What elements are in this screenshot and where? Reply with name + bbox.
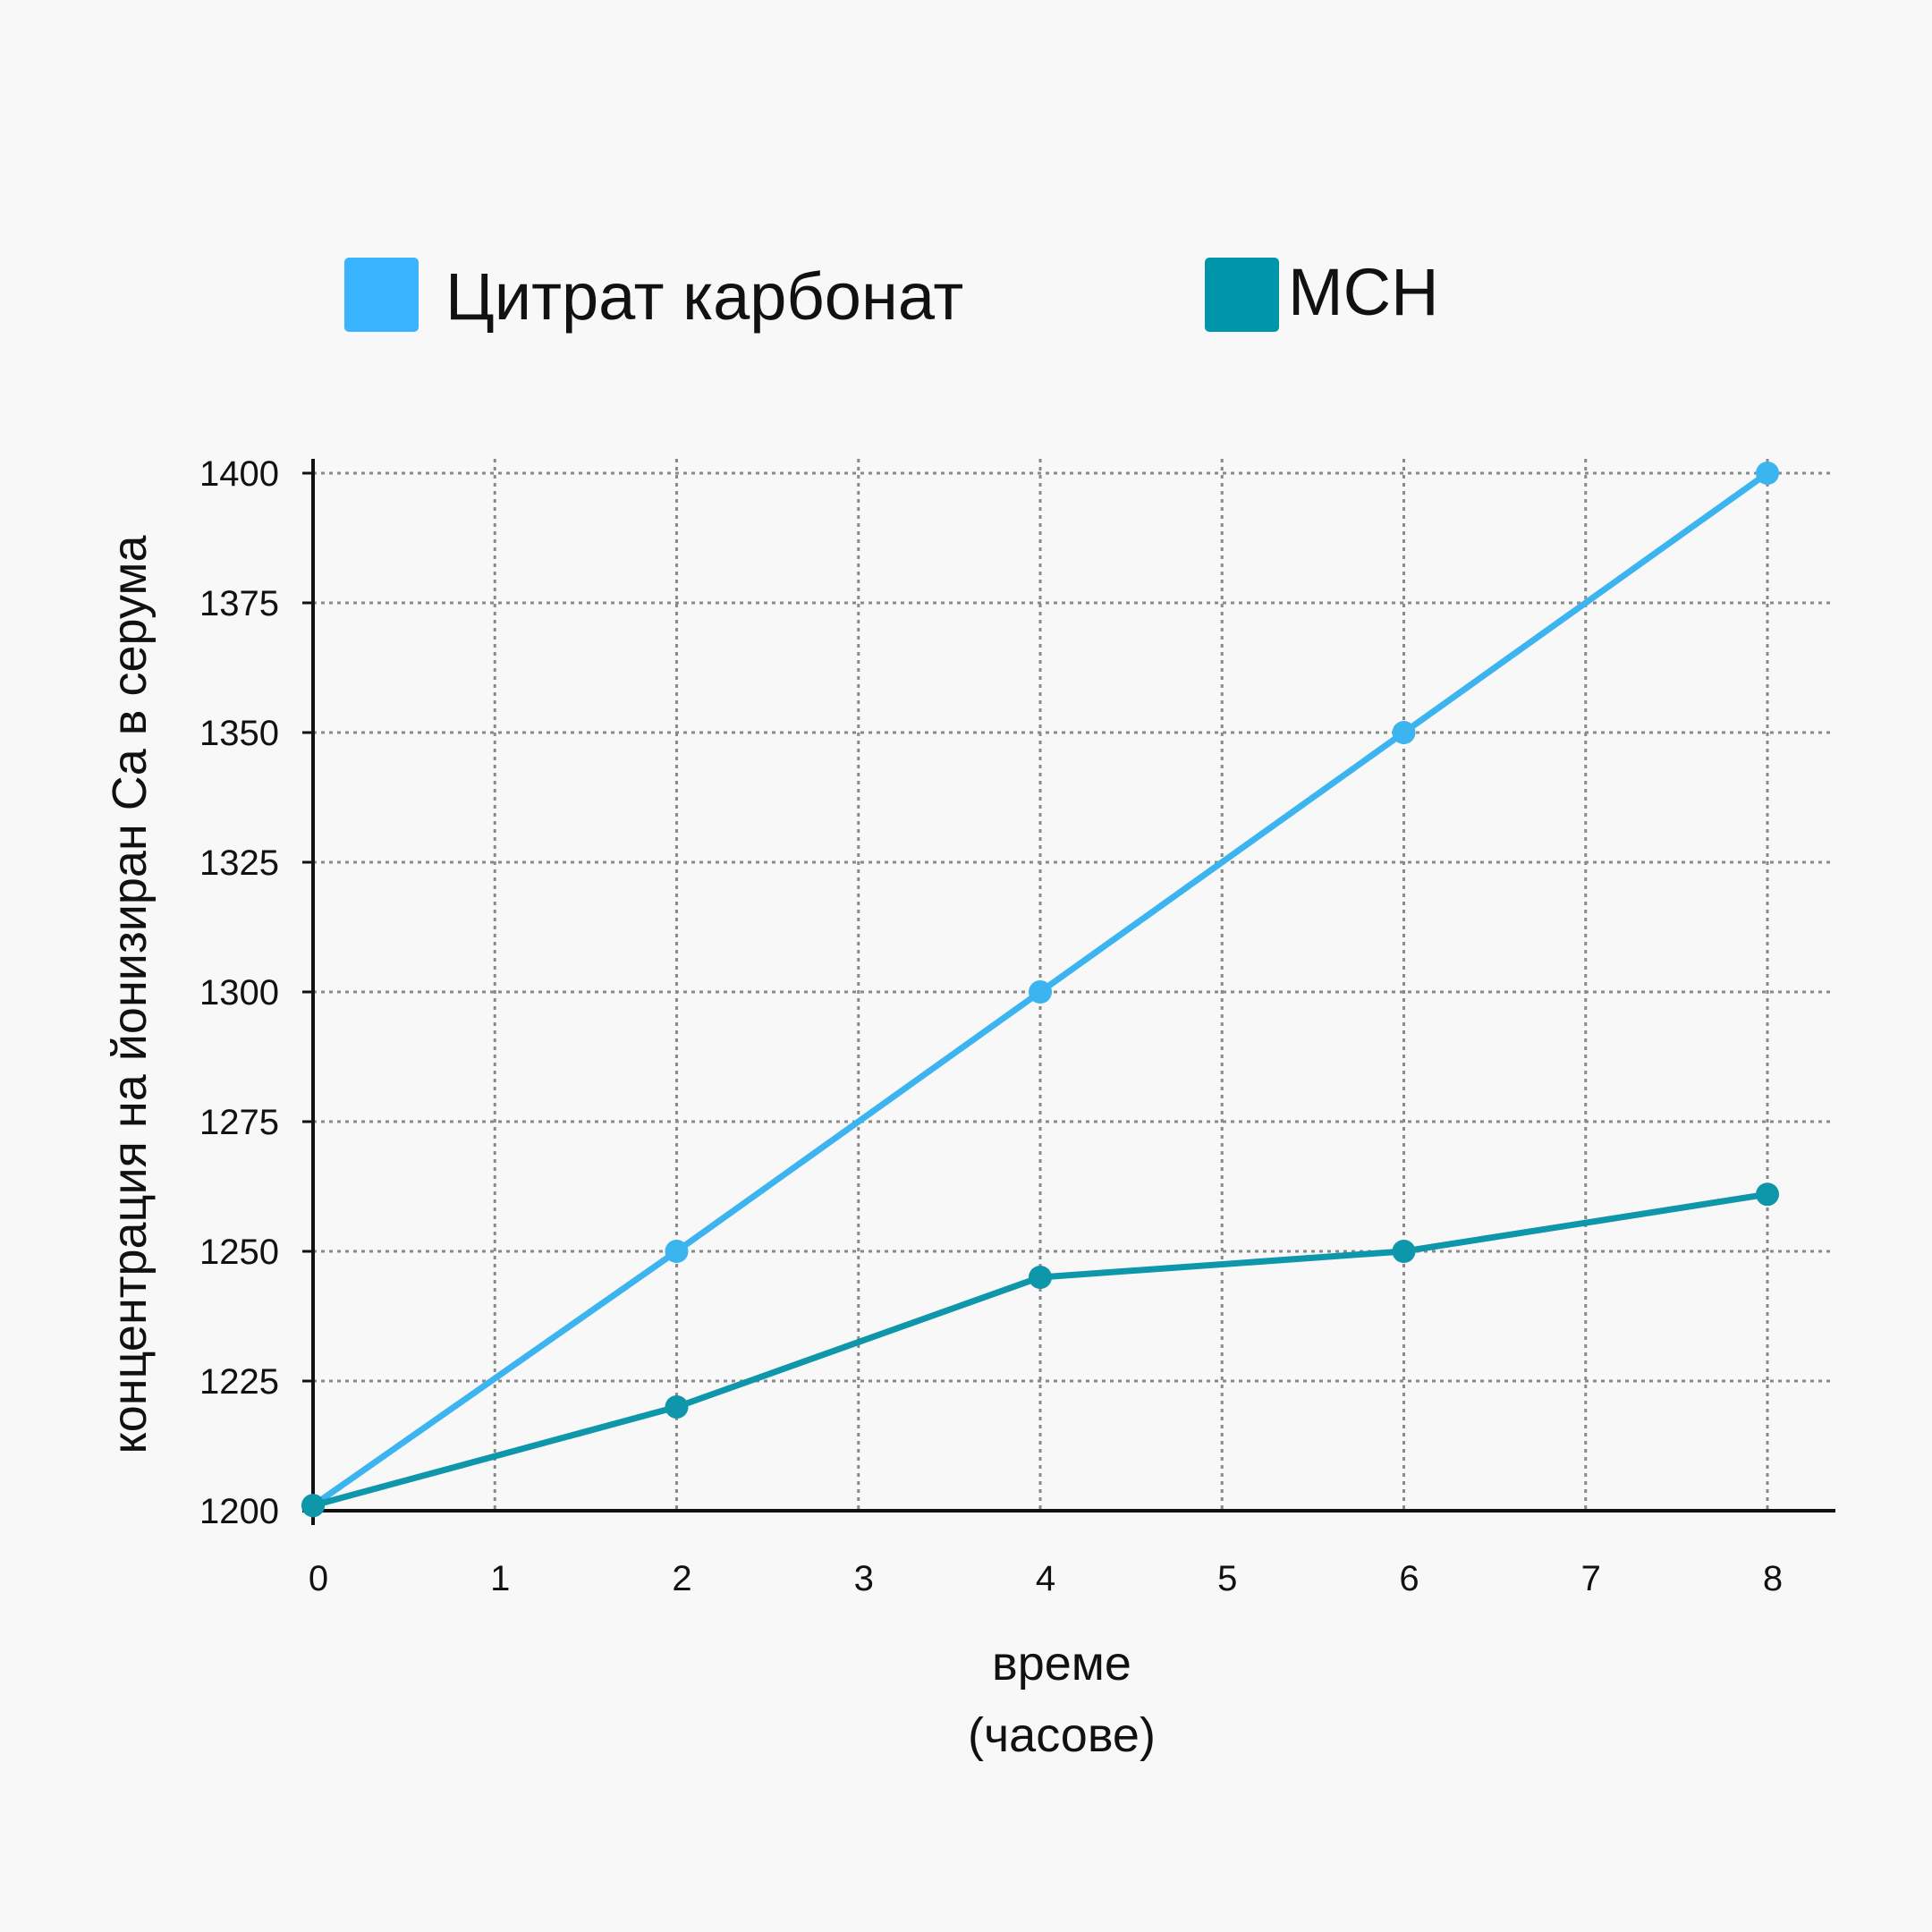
y-tick-label-1200: 1200 [199, 1492, 279, 1531]
legend-label-mch: MCH [1288, 255, 1439, 329]
series-2-point-2 [665, 1395, 689, 1419]
series [301, 462, 1779, 1518]
x-axis-title: време [992, 1637, 1131, 1690]
x-tick-label-6: 6 [1399, 1559, 1419, 1598]
series-1-point-8 [1756, 462, 1779, 485]
x-tick-label-8: 8 [1763, 1559, 1783, 1598]
series-2-point-4 [1029, 1266, 1052, 1289]
x-axis-title-unit: (часове) [968, 1708, 1156, 1762]
x-tick-label-7: 7 [1581, 1559, 1601, 1598]
series-2-point-0 [301, 1494, 325, 1518]
x-tick-label-4: 4 [1036, 1559, 1055, 1598]
x-tick-label-1: 1 [490, 1559, 510, 1598]
legend-swatch-mch [1205, 258, 1279, 332]
y-tick-label-1300: 1300 [199, 973, 279, 1013]
y-tick-label-1250: 1250 [199, 1233, 279, 1272]
series-2 [301, 1182, 1779, 1518]
y-axis-title: концентрация на йонизиран Ca в серума [103, 535, 157, 1454]
tick-labels: 1200 1225 1250 1275 1300 1325 1350 1375 1400 0 1 2 3… [199, 454, 1783, 1598]
series-1-point-6 [1392, 721, 1416, 744]
y-tick-label-1350: 1350 [199, 714, 279, 753]
x-tick-label-3: 3 [854, 1559, 874, 1598]
legend-label-citrate: Цитрат карбонат [445, 259, 963, 334]
series-2-point-8 [1756, 1182, 1779, 1207]
x-tick-label-0: 0 [309, 1559, 328, 1598]
y-tick-label-1325: 1325 [199, 843, 279, 883]
x-tick-label-5: 5 [1217, 1559, 1237, 1598]
y-tick-label-1275: 1275 [199, 1103, 279, 1142]
series-2-point-6 [1392, 1240, 1416, 1263]
y-tick-label-1225: 1225 [199, 1362, 279, 1402]
series-1-point-2 [665, 1240, 689, 1263]
x-tick-label-2: 2 [672, 1559, 691, 1598]
legend-swatch-citrate [344, 258, 419, 332]
series-1-point-4 [1029, 980, 1052, 1004]
y-tick-label-1400: 1400 [199, 454, 279, 494]
legend: Цитрат карбонат MCH [344, 255, 1439, 334]
y-tick-label-1375: 1375 [199, 584, 279, 623]
grid [313, 459, 1832, 1511]
